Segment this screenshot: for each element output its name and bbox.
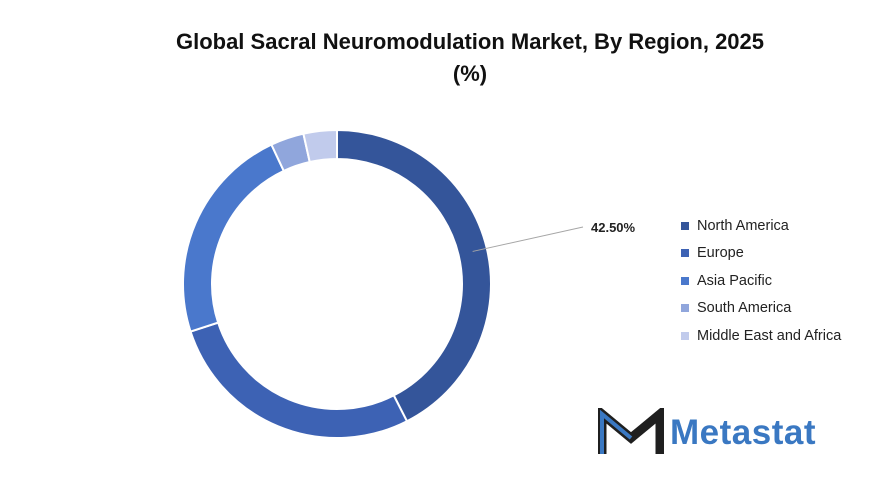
chart-title-line1: Global Sacral Neuromodulation Market, By…: [175, 29, 765, 54]
donut-slice-asia-pacific: [182, 143, 286, 333]
data-label: 42.50%: [591, 220, 636, 235]
legend-swatch: [681, 276, 689, 285]
legend-swatch: [681, 304, 689, 313]
legend-label: Europe: [697, 245, 744, 262]
donut-slice-north-america: [336, 128, 492, 423]
legend-item-middle-east-africa: Middle East and Africa: [681, 322, 841, 350]
legend-item-asia-pacific: Asia Pacific: [681, 267, 841, 295]
logo-text: Metastat: [670, 413, 816, 452]
data-label-leader-line: [472, 226, 584, 252]
legend-label: Asia Pacific: [697, 272, 772, 289]
donut-slice-middle-east-and-africa: [302, 128, 338, 164]
metastat-logo-icon: [598, 408, 664, 454]
legend-label: North America: [697, 217, 789, 234]
chart-title-line2: (%): [452, 61, 488, 86]
legend-swatch: [681, 249, 689, 258]
legend-item-north-america: North America: [681, 212, 841, 240]
legend-item-south-america: South America: [681, 295, 841, 323]
legend-label: Middle East and Africa: [697, 327, 842, 344]
donut-slice-europe: [189, 321, 409, 439]
metastat-logo: Metastat: [598, 408, 816, 458]
legend-swatch: [681, 331, 689, 340]
legend-label: South America: [697, 300, 792, 317]
chart-title: Global Sacral Neuromodulation Market, By…: [0, 26, 880, 90]
legend-item-europe: Europe: [681, 240, 841, 268]
chart-legend: North America Europe Asia Pacific South …: [681, 212, 841, 350]
legend-swatch: [681, 221, 689, 230]
